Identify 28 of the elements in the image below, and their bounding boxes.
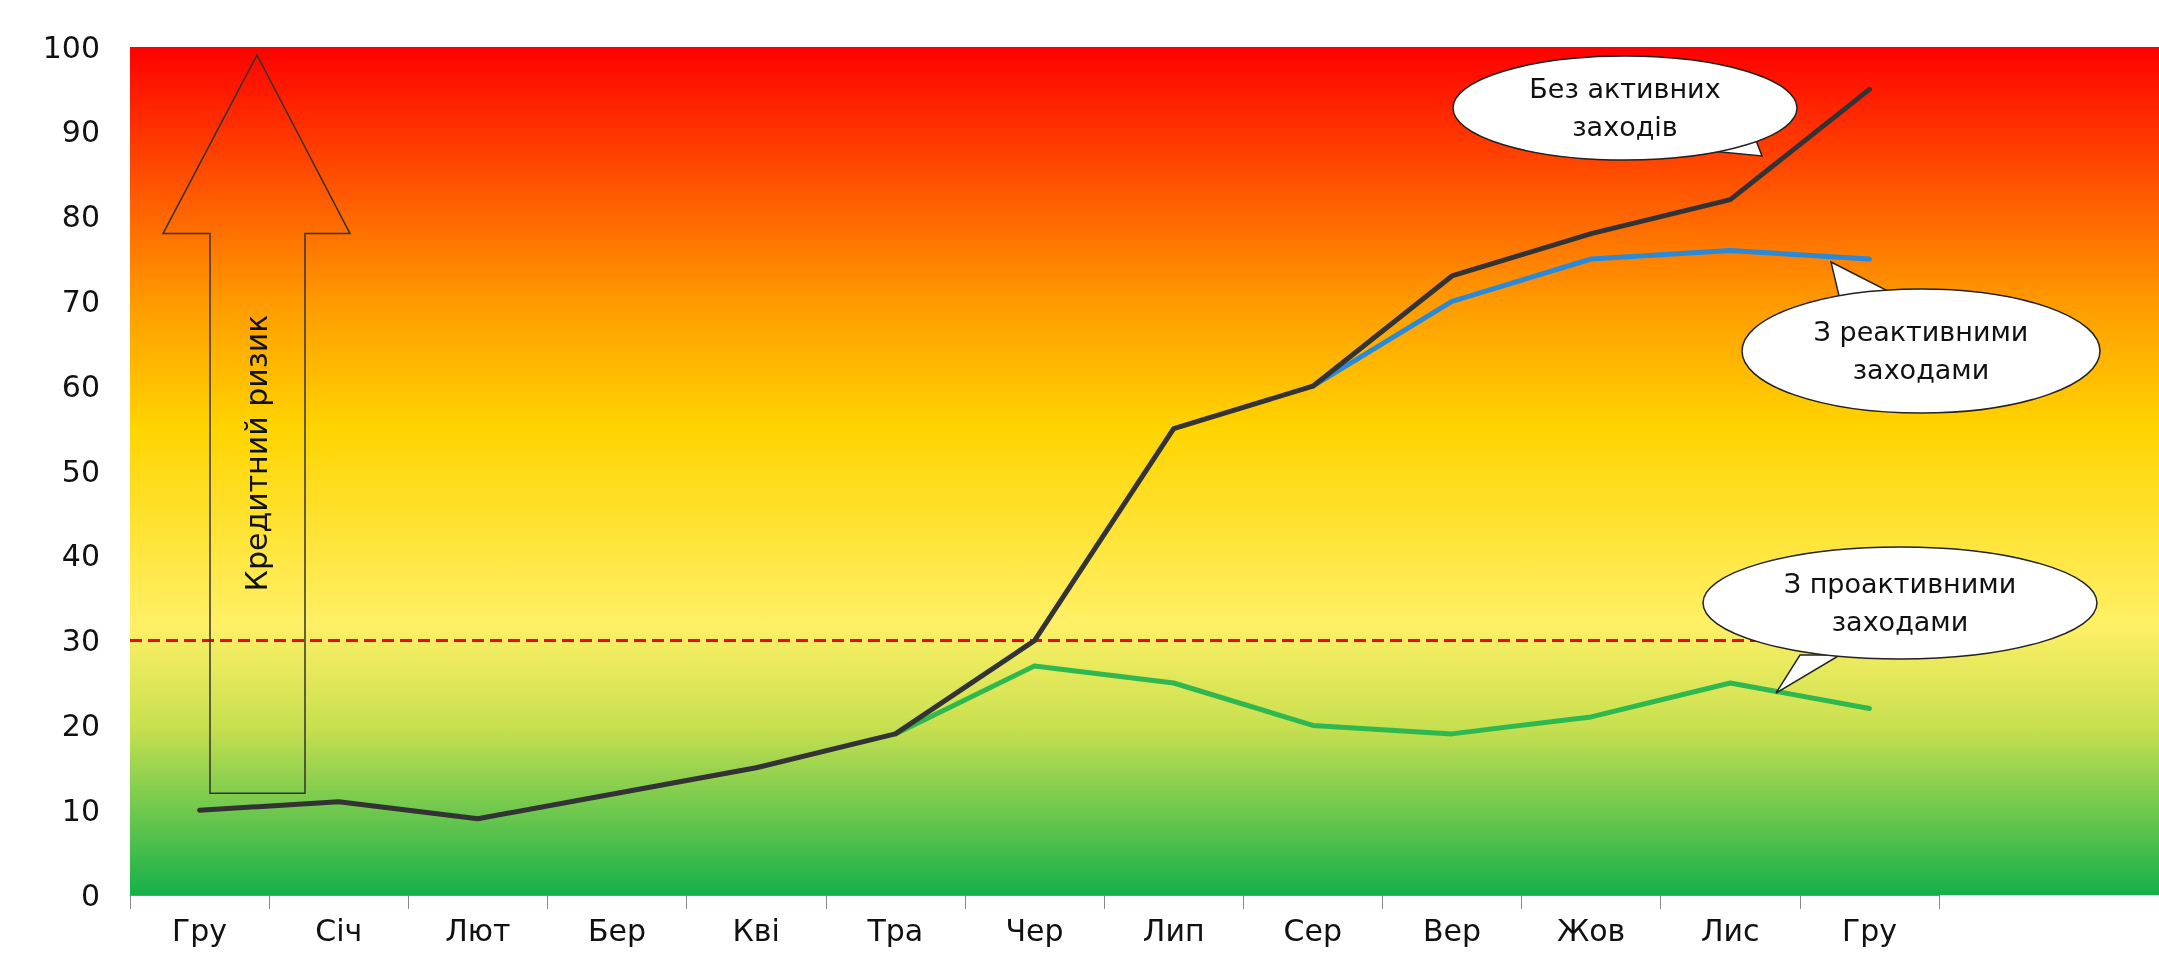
x-tick-label: Кві (732, 912, 780, 948)
text: З реактивними заходами (1812, 315, 2030, 387)
y-tick-label: 20 (61, 707, 100, 743)
y-tick-label: 90 (61, 114, 100, 150)
x-tick-label: Лис (1700, 912, 1760, 948)
y-tick-label: 10 (61, 792, 100, 828)
x-tick-label: Бер (587, 912, 647, 948)
x-tick-label: Гру (1841, 912, 1897, 948)
x-tick-label: Січ (315, 912, 363, 948)
x-tick-label: Лип (1142, 912, 1205, 948)
y-tick-label: 40 (61, 538, 100, 574)
x-tick-label: Тра (866, 912, 924, 948)
x-tick-label: Вер (1422, 912, 1482, 948)
y-tick-label: 100 (42, 29, 100, 65)
y-tick-label: 60 (61, 368, 100, 404)
x-tick-label: Сер (1283, 912, 1343, 948)
y-tick-label: 0 (80, 877, 100, 913)
x-tick-label: Жов (1556, 912, 1626, 948)
y-axis-title: Кредитний ризик (238, 314, 275, 594)
x-tick-label: Лют (445, 912, 511, 948)
series-label: Без активних заходів (1528, 72, 1722, 144)
text: З проактивними заходами (1782, 567, 2018, 639)
x-tick-label: Гру (172, 912, 228, 948)
y-tick-label: 50 (61, 453, 100, 489)
x-tick-label: Чер (1005, 912, 1064, 948)
y-tick-label: 70 (61, 283, 100, 319)
y-tick-label: 30 (61, 623, 100, 659)
y-tick-label: 80 (61, 199, 100, 235)
